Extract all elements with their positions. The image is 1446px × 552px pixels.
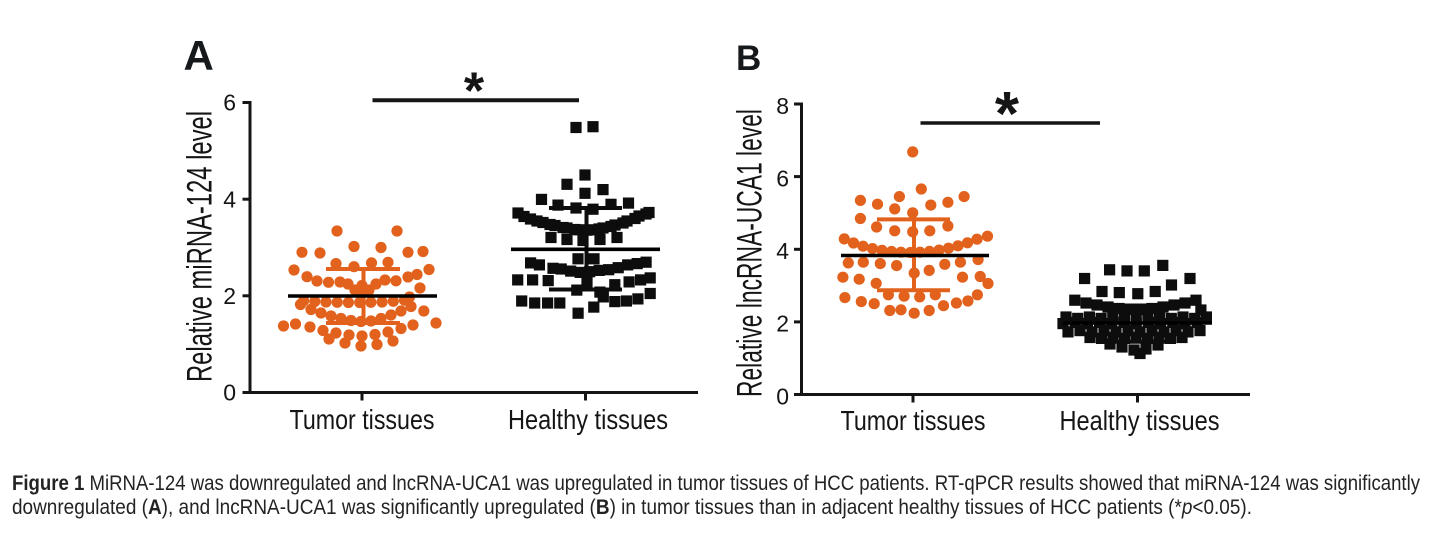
svg-text:8: 8 — [776, 93, 789, 119]
svg-text:Relative lncRNA-UCA1 level: Relative lncRNA-UCA1 level — [731, 109, 770, 397]
svg-text:4: 4 — [223, 186, 236, 212]
svg-text:Healthy tissues: Healthy tissues — [1060, 405, 1220, 436]
svg-text:4: 4 — [776, 238, 789, 264]
svg-text:0: 0 — [776, 383, 789, 409]
svg-text:B: B — [736, 39, 761, 78]
svg-text:6: 6 — [223, 90, 236, 116]
svg-text:2: 2 — [776, 311, 789, 337]
svg-text:Relative miRNA-124 level: Relative miRNA-124 level — [181, 111, 220, 382]
svg-text:Tumor tissues: Tumor tissues — [290, 404, 435, 435]
svg-text:0: 0 — [223, 380, 236, 406]
svg-text:*: * — [995, 80, 1020, 149]
svg-text:6: 6 — [776, 165, 789, 191]
svg-text:2: 2 — [223, 283, 236, 309]
svg-text:*: * — [464, 63, 485, 121]
svg-text:Tumor tissues: Tumor tissues — [841, 405, 986, 436]
svg-text:Healthy tissues: Healthy tissues — [508, 404, 668, 435]
svg-text:A: A — [184, 32, 214, 79]
